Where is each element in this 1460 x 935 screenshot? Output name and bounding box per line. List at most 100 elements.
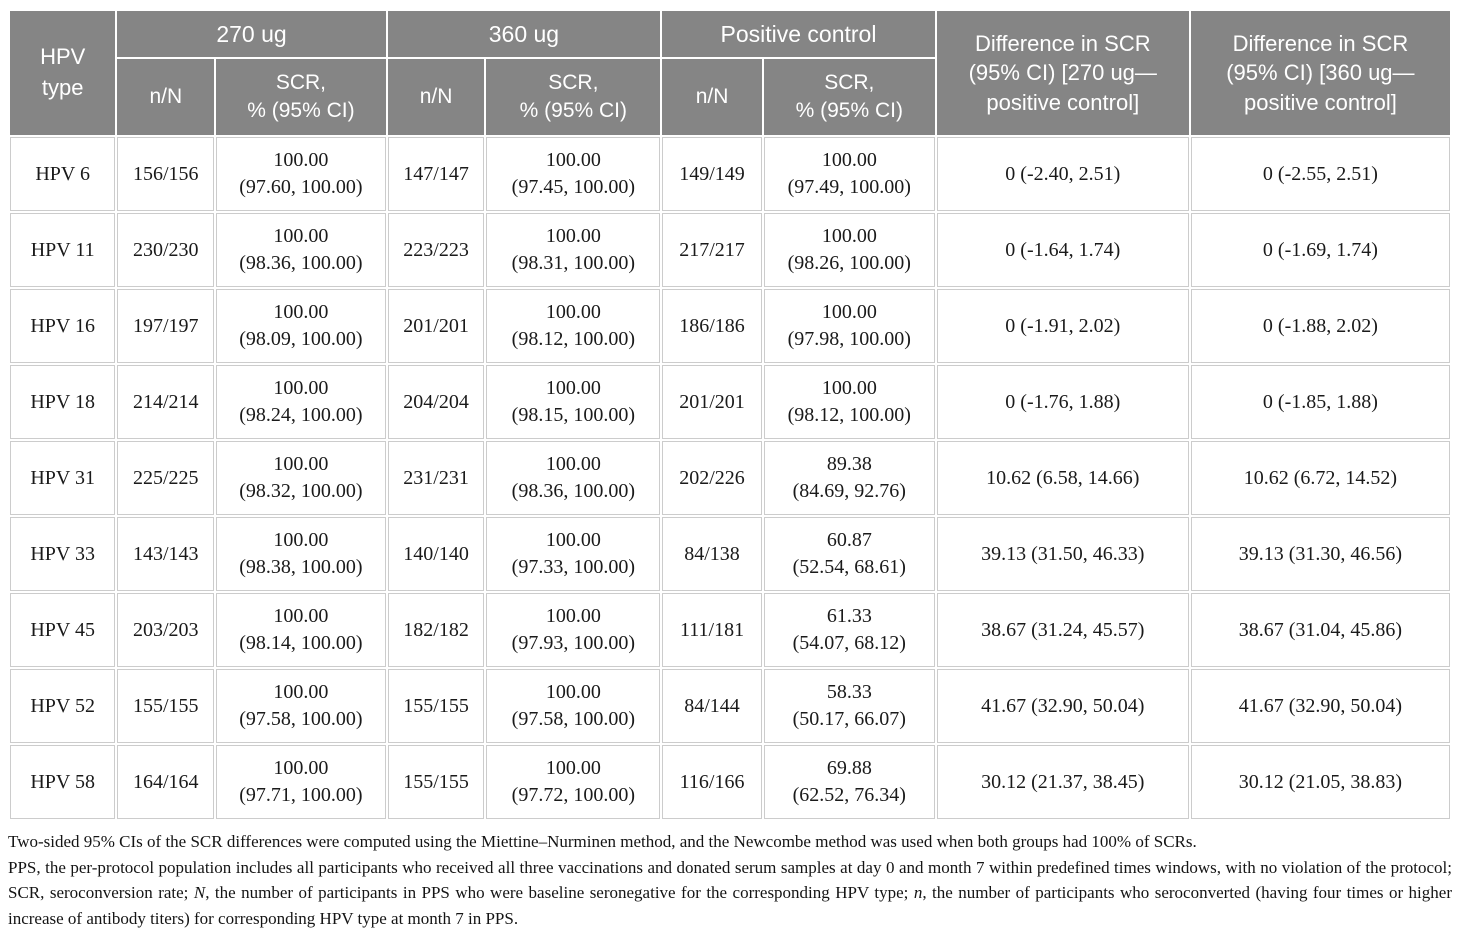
footnote-abbreviations: PPS, the per-protocol population include… [8, 855, 1452, 932]
value-cell: 100.00 (98.38, 100.00) [216, 517, 386, 591]
value-cell: 156/156 [117, 137, 215, 211]
value-cell: 201/201 [387, 289, 485, 363]
value-cell: 0 (-1.76, 1.88) [936, 365, 1189, 439]
table-row: HPV 58 164/164 100.00 (97.71, 100.00) 155/15… [10, 745, 1450, 819]
value-cell: 100.00 (97.49, 100.00) [763, 137, 935, 211]
table-row: HPV 33 143/143 100.00 (98.38, 100.00) 140/14… [10, 517, 1450, 591]
table-row: HPV 11 230/230 100.00 (98.36, 100.00) 223/22… [10, 213, 1450, 287]
value-cell: 61.33 (54.07, 68.12) [763, 593, 935, 667]
value-cell: 223/223 [387, 213, 485, 287]
header-group-360ug: 360 ug [387, 11, 661, 57]
value-cell: 100.00 (98.36, 100.00) [486, 441, 661, 515]
value-cell: 116/166 [662, 745, 762, 819]
value-cell: 140/140 [387, 517, 485, 591]
value-cell: 41.67 (32.90, 50.04) [1190, 669, 1450, 743]
hpv-type-cell: HPV 33 [10, 517, 116, 591]
value-cell: 100.00 (97.58, 100.00) [486, 669, 661, 743]
hpv-type-cell: HPV 31 [10, 441, 116, 515]
value-cell: 30.12 (21.37, 38.45) [936, 745, 1189, 819]
value-cell: 100.00 (98.36, 100.00) [216, 213, 386, 287]
value-cell: 100.00 (98.12, 100.00) [763, 365, 935, 439]
footnote-segment: , the number of participants in PPS who … [205, 883, 914, 902]
header-hpv-type-label: HPV type [40, 44, 86, 100]
value-cell: 58.33 (50.17, 66.07) [763, 669, 935, 743]
footnote-methods: Two-sided 95% CIs of the SCR differences… [8, 832, 1197, 851]
value-cell: 164/164 [117, 745, 215, 819]
value-cell: 0 (-1.69, 1.74) [1190, 213, 1450, 287]
value-cell: 201/201 [662, 365, 762, 439]
value-cell: 100.00 (98.31, 100.00) [486, 213, 661, 287]
value-cell: 149/149 [662, 137, 762, 211]
value-cell: 0 (-1.88, 2.02) [1190, 289, 1450, 363]
value-cell: 214/214 [117, 365, 215, 439]
value-cell: 100.00 (97.72, 100.00) [486, 745, 661, 819]
table-body: HPV 6 156/156 100.00 (97.60, 100.00) 147/147… [10, 137, 1450, 819]
value-cell: 100.00 (97.58, 100.00) [216, 669, 386, 743]
value-cell: 0 (-2.40, 2.51) [936, 137, 1189, 211]
table-row: HPV 45 203/203 100.00 (98.14, 100.00) 182/18… [10, 593, 1450, 667]
value-cell: 197/197 [117, 289, 215, 363]
footnote-segment: PPS, the per-protocol population include… [8, 857, 1452, 903]
subheader-270-scr-label: SCR, % (95% CI) [247, 71, 355, 122]
value-cell: 84/144 [662, 669, 762, 743]
value-cell: 69.88 (62.52, 76.34) [763, 745, 935, 819]
subheader-270-scr: SCR, % (95% CI) [216, 59, 386, 135]
header-hpv-type: HPV type [10, 11, 116, 135]
value-cell: 203/203 [117, 593, 215, 667]
table-row: HPV 16 197/197 100.00 (98.09, 100.00) 201/20… [10, 289, 1450, 363]
value-cell: 100.00 (98.14, 100.00) [216, 593, 386, 667]
subheader-360-scr-label: SCR, % (95% CI) [519, 71, 628, 122]
header-group-270ug: 270 ug [117, 11, 386, 57]
value-cell: 41.67 (32.90, 50.04) [936, 669, 1189, 743]
subheader-360-nN: n/N [387, 59, 485, 135]
value-cell: 10.62 (6.58, 14.66) [936, 441, 1189, 515]
value-cell: 100.00 (98.32, 100.00) [216, 441, 386, 515]
value-cell: 100.00 (97.45, 100.00) [486, 137, 661, 211]
value-cell: 231/231 [387, 441, 485, 515]
value-cell: 100.00 (97.98, 100.00) [763, 289, 935, 363]
value-cell: 39.13 (31.50, 46.33) [936, 517, 1189, 591]
value-cell: 89.38 (84.69, 92.76) [763, 441, 935, 515]
value-cell: 30.12 (21.05, 38.83) [1190, 745, 1450, 819]
hpv-type-cell: HPV 58 [10, 745, 116, 819]
footnote-segment: N [193, 883, 206, 902]
header-diff-270-label: Difference in SCR (95% CI) [270 ug— posi… [968, 30, 1157, 115]
table-row: HPV 52 155/155 100.00 (97.58, 100.00) 155/15… [10, 669, 1450, 743]
subheader-control-scr: SCR, % (95% CI) [763, 59, 935, 135]
subheader-360-scr: SCR, % (95% CI) [486, 59, 661, 135]
value-cell: 111/181 [662, 593, 762, 667]
table-row: HPV 18 214/214 100.00 (98.24, 100.00) 204/20… [10, 365, 1450, 439]
table-row: HPV 6 156/156 100.00 (97.60, 100.00) 147/147… [10, 137, 1450, 211]
value-cell: 0 (-1.64, 1.74) [936, 213, 1189, 287]
value-cell: 38.67 (31.04, 45.86) [1190, 593, 1450, 667]
value-cell: 182/182 [387, 593, 485, 667]
hpv-type-cell: HPV 52 [10, 669, 116, 743]
value-cell: 0 (-1.91, 2.02) [936, 289, 1189, 363]
value-cell: 100.00 (97.93, 100.00) [486, 593, 661, 667]
value-cell: 186/186 [662, 289, 762, 363]
header-diff-270-vs-control: Difference in SCR (95% CI) [270 ug— posi… [936, 11, 1189, 135]
value-cell: 204/204 [387, 365, 485, 439]
value-cell: 100.00 (97.33, 100.00) [486, 517, 661, 591]
footnote-segment: n [913, 883, 923, 902]
subheader-control-nN: n/N [662, 59, 762, 135]
value-cell: 100.00 (98.24, 100.00) [216, 365, 386, 439]
value-cell: 155/155 [387, 745, 485, 819]
value-cell: 60.87 (52.54, 68.61) [763, 517, 935, 591]
subheader-control-scr-label: SCR, % (95% CI) [795, 71, 903, 122]
value-cell: 225/225 [117, 441, 215, 515]
value-cell: 39.13 (31.30, 46.56) [1190, 517, 1450, 591]
value-cell: 147/147 [387, 137, 485, 211]
header-row-groups: HPV type 270 ug 360 ug Positive control … [10, 11, 1450, 135]
value-cell: 143/143 [117, 517, 215, 591]
value-cell: 100.00 (98.26, 100.00) [763, 213, 935, 287]
table-header: HPV type 270 ug 360 ug Positive control … [10, 11, 1450, 135]
hpv-type-cell: HPV 6 [10, 137, 116, 211]
header-group-positive-control: Positive control [662, 11, 935, 57]
value-cell: 202/226 [662, 441, 762, 515]
value-cell: 100.00 (98.12, 100.00) [486, 289, 661, 363]
table-footnotes: Two-sided 95% CIs of the SCR differences… [8, 829, 1452, 931]
value-cell: 100.00 (98.15, 100.00) [486, 365, 661, 439]
value-cell: 38.67 (31.24, 45.57) [936, 593, 1189, 667]
